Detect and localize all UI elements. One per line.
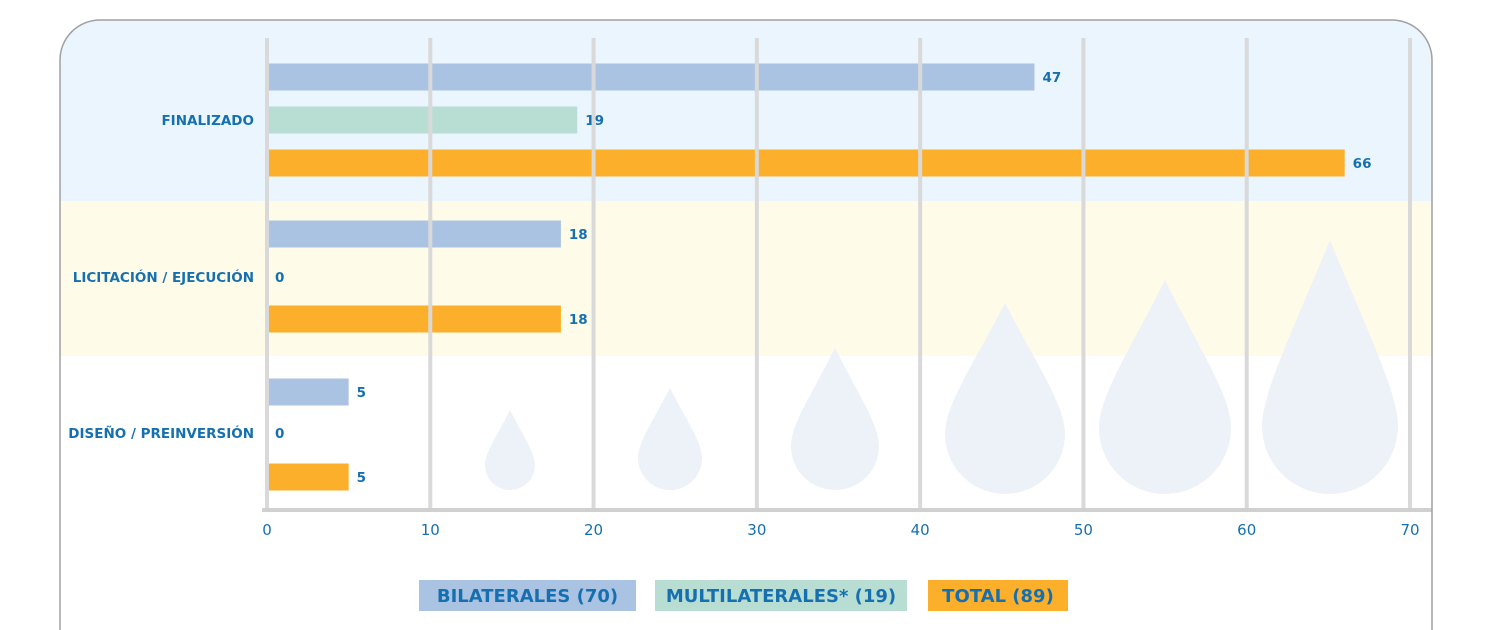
x-tick-label: 0 [262, 521, 272, 539]
data-label: 0 [275, 270, 284, 286]
water-drop-icon [638, 388, 702, 490]
legend-swatch [928, 580, 1068, 611]
water-drop-icon [485, 410, 535, 490]
water-drop-icon [1262, 240, 1398, 494]
x-tick-label: 50 [1074, 521, 1093, 539]
x-tick-label: 70 [1400, 521, 1419, 539]
bar [267, 378, 349, 406]
bar [267, 63, 1035, 91]
legend-label: MULTILATERALES* (19) [666, 586, 896, 607]
water-drop-icon [791, 348, 879, 490]
data-label: 18 [569, 227, 588, 243]
x-tick-label: 20 [584, 521, 603, 539]
x-tick-label: 30 [747, 521, 766, 539]
data-label: 66 [1353, 156, 1372, 172]
chart-border [59, 19, 1433, 630]
legend-swatch [655, 580, 907, 611]
water-drop-icon [945, 303, 1065, 494]
category-label: DISEÑO / PREINVERSIÓN [68, 424, 254, 442]
legend-label: BILATERALES (70) [437, 586, 618, 607]
x-tick-label: 10 [421, 521, 440, 539]
x-tick-label: 60 [1237, 521, 1256, 539]
data-label: 0 [275, 426, 284, 442]
legend-swatch [419, 580, 636, 611]
data-label: 47 [1042, 70, 1061, 86]
legend-label: TOTAL (89) [942, 586, 1054, 607]
bar [267, 106, 578, 134]
data-label: 5 [357, 385, 366, 401]
data-label: 5 [357, 470, 366, 486]
category-label: FINALIZADO [161, 113, 254, 129]
bar [267, 305, 561, 333]
bar [267, 220, 561, 248]
bar [267, 149, 1345, 177]
bar [267, 463, 349, 491]
x-tick-label: 40 [911, 521, 930, 539]
water-drop-icon [1099, 280, 1231, 494]
category-label: LICITACIÓN / EJECUCIÓN [73, 268, 254, 286]
data-label: 18 [569, 312, 588, 328]
